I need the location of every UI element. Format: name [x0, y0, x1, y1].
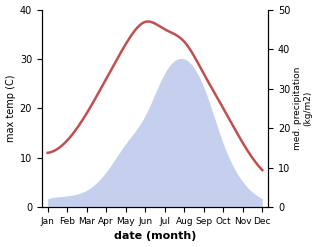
- Y-axis label: med. precipitation
(kg/m2): med. precipitation (kg/m2): [293, 67, 313, 150]
- Y-axis label: max temp (C): max temp (C): [5, 75, 16, 142]
- X-axis label: date (month): date (month): [114, 231, 196, 242]
